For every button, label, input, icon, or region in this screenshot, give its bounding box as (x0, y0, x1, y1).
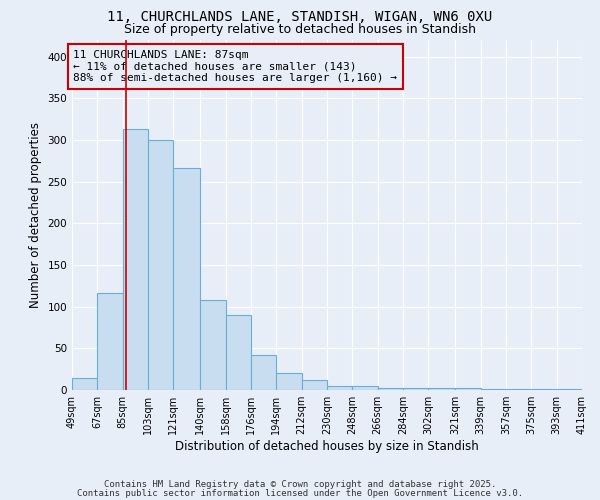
Bar (251, 355, 276, 390)
Bar (173, 168, 200, 390)
Bar (403, 388, 428, 390)
Bar (428, 388, 455, 390)
Bar (97, 292, 123, 390)
Bar (200, 300, 226, 390)
Text: 11, CHURCHLANDS LANE, STANDISH, WIGAN, WN6 0XU: 11, CHURCHLANDS LANE, STANDISH, WIGAN, W… (107, 10, 493, 24)
Bar (481, 389, 506, 390)
Bar (378, 388, 403, 390)
Bar (72, 378, 97, 390)
Text: 11 CHURCHLANDS LANE: 87sqm
← 11% of detached houses are smaller (143)
88% of sem: 11 CHURCHLANDS LANE: 87sqm ← 11% of deta… (73, 50, 397, 83)
Text: Contains public sector information licensed under the Open Government Licence v3: Contains public sector information licen… (77, 490, 523, 498)
Bar (506, 389, 531, 390)
Bar (557, 389, 582, 390)
Bar (531, 389, 557, 390)
Text: Size of property relative to detached houses in Standish: Size of property relative to detached ho… (124, 22, 476, 36)
Bar (226, 315, 251, 390)
Bar (123, 129, 148, 390)
Bar (455, 388, 481, 390)
Bar (148, 140, 173, 390)
Bar (302, 380, 327, 390)
Bar (276, 374, 302, 390)
Bar (352, 386, 378, 390)
X-axis label: Distribution of detached houses by size in Standish: Distribution of detached houses by size … (175, 440, 479, 453)
Text: Contains HM Land Registry data © Crown copyright and database right 2025.: Contains HM Land Registry data © Crown c… (104, 480, 496, 489)
Bar (327, 386, 352, 390)
Y-axis label: Number of detached properties: Number of detached properties (29, 122, 42, 308)
